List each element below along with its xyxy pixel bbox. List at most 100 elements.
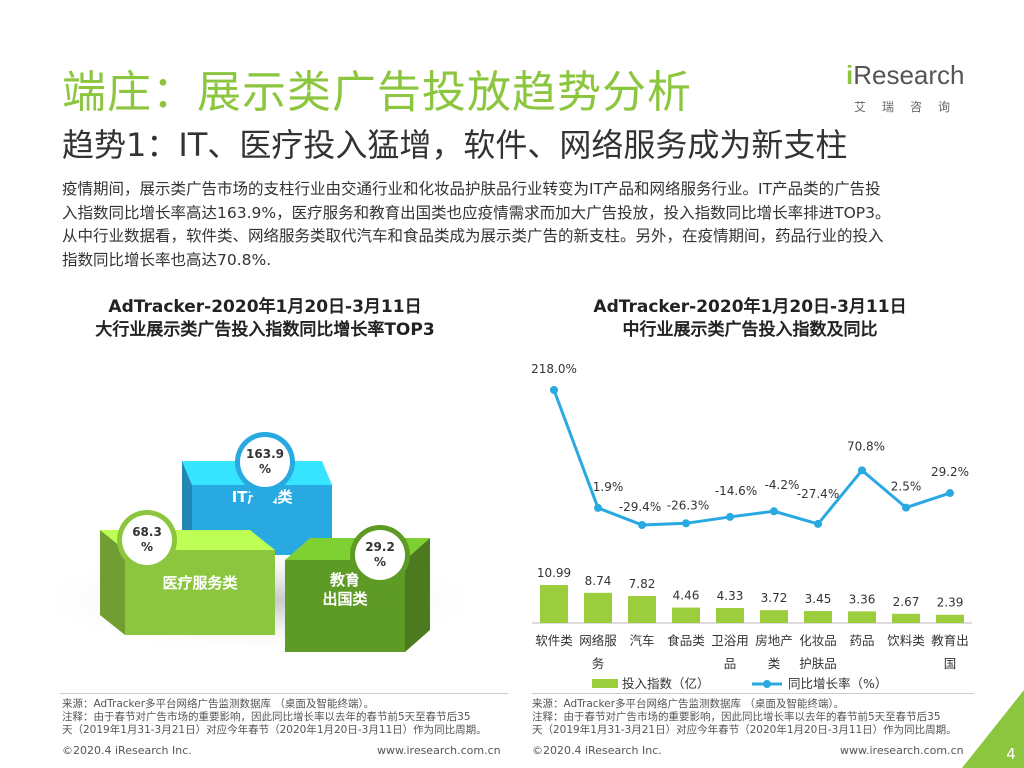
bar-value-label: 2.67: [893, 595, 920, 609]
right-divider: [532, 693, 974, 694]
line-value-label: -14.6%: [715, 484, 757, 498]
note-line: 注释：由于春节对广告市场的重要影响，因此同比增长率以去年的春节前5天至春节后35: [532, 711, 941, 723]
category-label: 护肤品: [799, 656, 837, 671]
pin-face: [122, 515, 172, 565]
line-value-label: -27.4%: [797, 487, 839, 501]
block-label: 出国类: [322, 590, 368, 608]
category-label: 药品: [849, 633, 874, 648]
block-label: 医疗服务类: [162, 574, 238, 592]
category-label: 国: [944, 656, 957, 671]
category-label: 类: [768, 656, 781, 671]
pin-value-label: %: [374, 555, 386, 569]
url-left: www.iresearch.com.cn: [377, 744, 501, 757]
logo-wordmark: iResearch: [846, 60, 965, 90]
right-chart-title-line1: AdTracker-2020年1月20日-3月11日: [593, 297, 907, 317]
url-right: www.iresearch.com.cn: [840, 744, 964, 757]
category-label: 卫浴用: [711, 633, 749, 648]
left-chart: IT产品类医疗服务类教育出国类 163.9%68.3%29.2%: [35, 432, 485, 655]
block-side-face: [100, 530, 125, 635]
legend-bar-label: 投入指数（亿）: [622, 676, 710, 691]
bar: [716, 608, 744, 623]
bar-value-label: 4.33: [717, 589, 744, 603]
line-point: [638, 521, 646, 529]
pin-value-label: %: [259, 462, 271, 476]
intro-line: 指数同比增长率也高达70.8%.: [62, 250, 272, 269]
note-line: 天（2019年1月31-3月21日）对应今年春节（2020年1月20日-3月11…: [62, 724, 487, 736]
line-point: [902, 503, 910, 512]
category-label: 饮料类: [887, 633, 925, 648]
logo-cn-text: 艾瑞咨询: [854, 100, 967, 114]
line-point: [858, 466, 866, 475]
category-label: 汽车: [629, 633, 654, 648]
left-chart-title-line1: AdTracker-2020年1月20日-3月11日: [108, 297, 422, 317]
iresearch-logo: iResearch 艾瑞咨询: [846, 60, 976, 120]
left-divider: [60, 693, 508, 694]
bar-value-label: 4.46: [673, 589, 700, 603]
value-pin-2: 68.3%: [117, 510, 177, 592]
category-label: 化妆品: [799, 633, 837, 648]
line-point: [770, 507, 778, 516]
category-label: 网络服: [579, 633, 617, 648]
bar: [540, 585, 568, 623]
pin-value-label: 163.9: [246, 447, 284, 461]
note-line: 来源：AdTracker多平台网络广告监测数据库 （桌面及智能终端）。: [532, 698, 845, 710]
pin-face: [240, 437, 290, 487]
pin-value-label: 29.2: [365, 540, 395, 554]
note-line: 注释：由于春节对广告市场的重要影响，因此同比增长率以去年的春节前5天至春节后35: [62, 711, 471, 723]
right-chart-title-line2: 中行业展示类广告投入指数及同比: [622, 320, 878, 340]
legend-line-marker: [763, 680, 771, 688]
line-point: [682, 519, 690, 528]
category-label: 品: [724, 656, 737, 671]
bar-value-label: 7.82: [629, 577, 656, 591]
bar: [848, 611, 876, 623]
line-point: [550, 386, 558, 394]
intro-line: 从中行业数据看，软件类、网络服务类取代汽车和食品类成为展示类广告的新支柱。另外，…: [62, 227, 884, 245]
line-value-label: 1.9%: [593, 480, 624, 494]
block-label: 教育: [329, 571, 360, 589]
note-line: 天（2019年1月31-3月21日）对应今年春节（2020年1月20日-3月11…: [532, 724, 957, 736]
pin-value-label: 68.3: [132, 525, 162, 539]
line-point: [594, 503, 602, 512]
line-value-label: -4.2%: [765, 478, 800, 492]
right-chart: 10.99 8.74 7.82 4.46 4.33 3.72 3.45 3.36 2.67 2.3…: [531, 362, 972, 691]
bar: [936, 614, 964, 623]
intro-paragraph: 疫情期间，展示类广告市场的支柱行业由交通行业和化妆品护肤品行业转变为IT产品和网…: [62, 178, 974, 272]
right-notes: 来源：AdTracker多平台网络广告监测数据库 （桌面及智能终端）。 注释：由…: [532, 698, 957, 737]
left-chart-title-line2: 大行业展示类广告投入指数同比增长率TOP3: [95, 320, 435, 340]
bar: [892, 613, 920, 623]
category-label: 房地产: [755, 633, 793, 648]
line-value-label: 70.8%: [847, 439, 885, 453]
bar-value-label: 8.74: [585, 574, 612, 588]
line-value-label: 2.5%: [891, 480, 922, 494]
block-side-face: [405, 538, 430, 652]
line-point: [726, 512, 734, 521]
line-value-label: 218.0%: [531, 362, 577, 376]
bar: [672, 607, 700, 623]
line-value-label: -29.4%: [619, 500, 661, 514]
category-label: 教育出: [931, 633, 969, 648]
category-label: 务: [592, 656, 605, 671]
value-pin-3: 29.2%: [350, 525, 410, 607]
bar: [628, 595, 656, 623]
page-subtitle: 趋势1：IT、医疗投入猛增，软件、网络服务成为新支柱: [62, 126, 848, 164]
line-value-label: -26.3%: [667, 498, 709, 512]
line-point: [814, 519, 822, 528]
line-point: [946, 489, 954, 498]
bar-value-label: 3.72: [761, 591, 788, 605]
left-notes: 来源：AdTracker多平台网络广告监测数据库 （桌面及智能终端）。 注释：由…: [62, 698, 487, 737]
copyright-left: ©2020.4 iResearch Inc.: [62, 744, 192, 757]
copyright-right: ©2020.4 iResearch Inc.: [532, 744, 662, 757]
growth-line: [552, 389, 951, 527]
page-title: 端庄：展示类广告投放趋势分析: [62, 67, 692, 118]
pin-value-label: %: [141, 540, 153, 554]
bar: [760, 610, 788, 623]
line-value-label: 29.2%: [931, 465, 969, 479]
legend-line-label: 同比增长率（%）: [788, 676, 887, 691]
page-number: 4: [998, 741, 1024, 768]
pin-face: [355, 530, 405, 580]
category-label: 食品类: [667, 633, 705, 648]
bar: [584, 592, 612, 623]
value-pin-1: 163.9%: [235, 432, 295, 514]
bar-value-label: 3.45: [805, 592, 832, 606]
bar-value-label: 3.36: [849, 592, 876, 606]
